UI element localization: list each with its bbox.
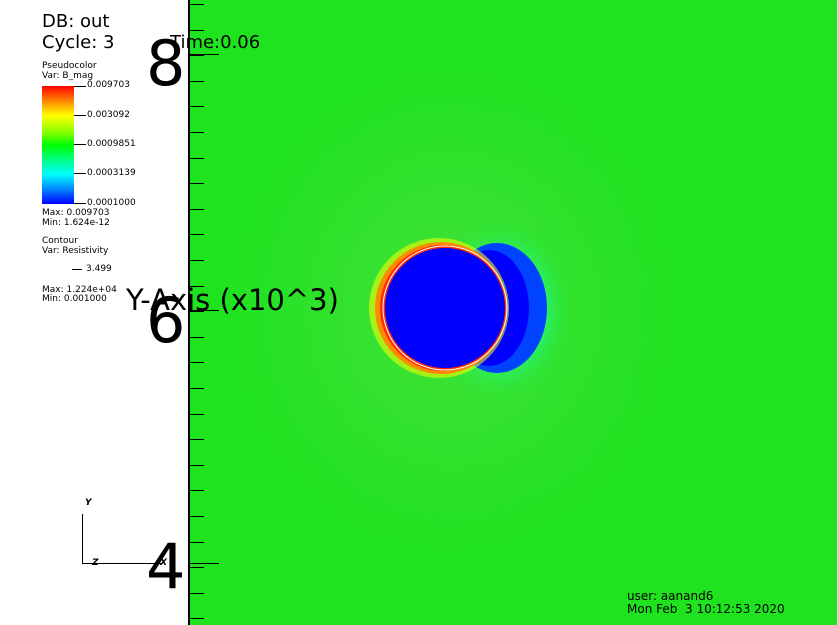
y-axis-tick: [189, 618, 204, 619]
y-axis-tick: [189, 286, 204, 287]
y-axis-tick: [189, 260, 204, 261]
plot-area: [189, 0, 837, 625]
colorbar-label: 0.009703: [87, 80, 130, 90]
triad-y-label: Y: [85, 498, 92, 508]
contour-level: 3.499: [86, 264, 112, 274]
pseudocolor-var: Var: B_mag: [42, 71, 94, 81]
field-render: [369, 215, 576, 405]
y-axis-title: Y-Axis (x10^3): [126, 283, 339, 317]
y-axis-tick: [189, 439, 204, 440]
y-axis-tick: [189, 388, 204, 389]
y-axis-tick: [189, 516, 204, 517]
y-axis-tick: [189, 593, 204, 594]
y-axis-tick: [189, 234, 204, 235]
date-label: Mon Feb 3 10:12:53 2020: [627, 602, 785, 616]
time-label: Time:0.06: [170, 32, 261, 53]
colorbar-tick: [74, 173, 86, 174]
colorbar-tick: [74, 86, 86, 87]
y-axis-tick: [189, 183, 204, 184]
y-axis-label-4: 4: [146, 530, 186, 603]
cycle-label: Cycle: 3: [42, 32, 115, 53]
colorbar-label: 0.0009851: [87, 139, 136, 149]
y-axis-tick: [189, 55, 204, 56]
contour-var: Var: Resistivity: [42, 246, 109, 256]
colorbar-tick: [74, 203, 86, 204]
y-axis-major-tick: [189, 310, 219, 311]
y-axis-label-6: 6: [146, 284, 186, 357]
obstacle-body: [385, 248, 505, 368]
y-axis-tick: [189, 158, 204, 159]
y-axis-tick: [189, 311, 204, 312]
y-axis-tick: [189, 414, 204, 415]
pseudocolor-title: Pseudocolor: [42, 61, 97, 71]
resistivity-contour: [382, 245, 508, 371]
colorbar-label: 0.0003139: [87, 168, 136, 178]
y-axis-major-tick: [189, 54, 219, 55]
y-axis-tick: [189, 567, 204, 568]
y-axis-label-8: 8: [146, 27, 186, 100]
y-axis-tick: [189, 490, 204, 491]
y-axis-tick: [189, 4, 204, 5]
triad-z-label: Z: [92, 558, 99, 568]
y-axis-tick: [189, 132, 204, 133]
colorbar-label: 0.003092: [87, 110, 130, 120]
y-axis-tick: [189, 465, 204, 466]
pseudocolor-max: Max: 0.009703: [42, 208, 110, 218]
y-axis-tick: [189, 106, 204, 107]
y-axis-tick: [189, 30, 204, 31]
triad-y-line: [82, 514, 83, 564]
user-label: user: aanand6: [627, 589, 714, 603]
y-axis-tick: [189, 81, 204, 82]
colorbar-tick: [74, 144, 86, 145]
colorbar-label: 0.0001000: [87, 198, 136, 208]
triad-x-line: [82, 563, 162, 564]
y-axis-line: [188, 0, 190, 625]
triad-x-label: X: [160, 558, 167, 568]
y-axis-tick: [189, 362, 204, 363]
contour-max: Max: 1.224e+04: [42, 285, 117, 295]
y-axis-major-tick: [189, 563, 219, 564]
contour-min: Min: 0.001000: [42, 294, 107, 304]
colorbar-tick: [74, 115, 86, 116]
colorbar: [42, 86, 74, 204]
pseudocolor-min: Min: 1.624e-12: [42, 218, 110, 228]
db-label: DB: out: [42, 11, 110, 32]
y-axis-tick: [189, 542, 204, 543]
contour-swatch: [72, 269, 82, 270]
y-axis-tick: [189, 209, 204, 210]
y-axis-tick: [189, 337, 204, 338]
contour-title: Contour: [42, 236, 78, 246]
